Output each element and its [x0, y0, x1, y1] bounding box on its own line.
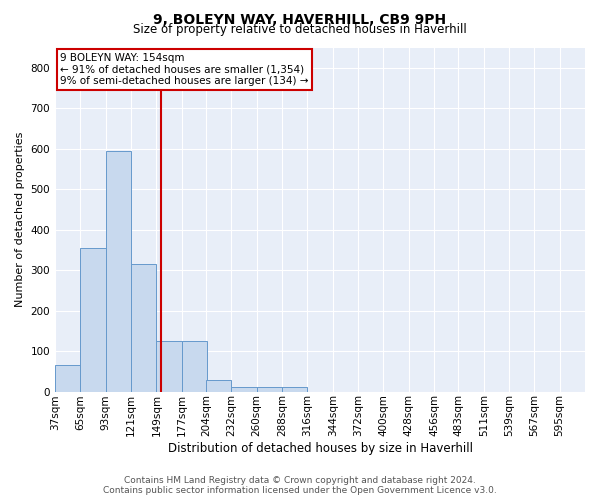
Bar [106, 150, 131, 392]
Y-axis label: Number of detached properties: Number of detached properties [15, 132, 25, 307]
Bar [232, 388, 257, 392]
Bar [131, 264, 157, 392]
Bar [55, 365, 80, 392]
Bar [206, 380, 232, 392]
Bar [157, 341, 182, 392]
X-axis label: Distribution of detached houses by size in Haverhill: Distribution of detached houses by size … [167, 442, 473, 455]
Text: Size of property relative to detached houses in Haverhill: Size of property relative to detached ho… [133, 22, 467, 36]
Bar [182, 341, 207, 392]
Bar [257, 388, 282, 392]
Bar [282, 388, 307, 392]
Text: Contains HM Land Registry data © Crown copyright and database right 2024.
Contai: Contains HM Land Registry data © Crown c… [103, 476, 497, 495]
Bar [80, 248, 106, 392]
Text: 9 BOLEYN WAY: 154sqm
← 91% of detached houses are smaller (1,354)
9% of semi-det: 9 BOLEYN WAY: 154sqm ← 91% of detached h… [61, 52, 309, 86]
Text: 9, BOLEYN WAY, HAVERHILL, CB9 9PH: 9, BOLEYN WAY, HAVERHILL, CB9 9PH [154, 12, 446, 26]
